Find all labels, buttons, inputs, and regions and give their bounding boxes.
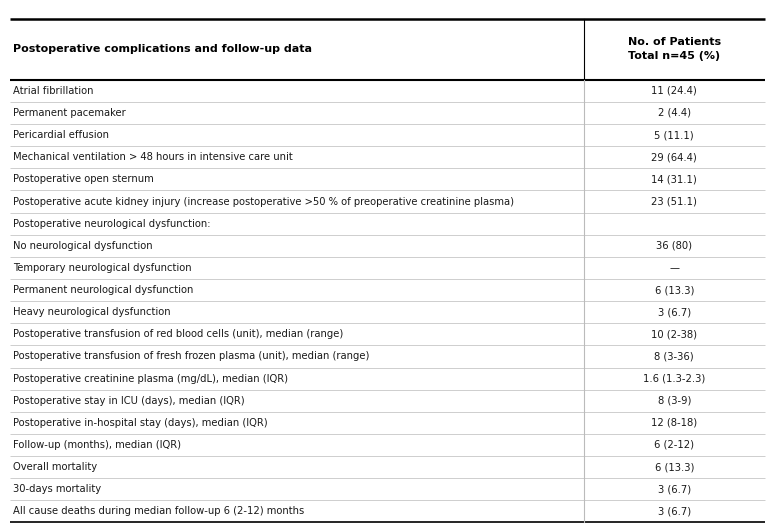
Text: Postoperative creatinine plasma (mg/dL), median (IQR): Postoperative creatinine plasma (mg/dL),… <box>13 373 288 384</box>
Text: Postoperative transfusion of fresh frozen plasma (unit), median (range): Postoperative transfusion of fresh froze… <box>13 352 370 361</box>
Text: 10 (2-38): 10 (2-38) <box>651 329 698 339</box>
Text: Follow-up (months), median (IQR): Follow-up (months), median (IQR) <box>13 440 181 450</box>
Text: Permanent neurological dysfunction: Permanent neurological dysfunction <box>13 285 194 295</box>
Text: 1.6 (1.3-2.3): 1.6 (1.3-2.3) <box>643 373 705 384</box>
Text: Permanent pacemaker: Permanent pacemaker <box>13 108 126 118</box>
Text: Overall mortality: Overall mortality <box>13 462 98 472</box>
Text: Postoperative stay in ICU (days), median (IQR): Postoperative stay in ICU (days), median… <box>13 396 245 406</box>
Text: Postoperative in-hospital stay (days), median (IQR): Postoperative in-hospital stay (days), m… <box>13 418 268 428</box>
Text: 8 (3-36): 8 (3-36) <box>654 352 694 361</box>
Text: 3 (6.7): 3 (6.7) <box>658 484 691 494</box>
Text: 12 (8-18): 12 (8-18) <box>651 418 698 428</box>
Text: 5 (11.1): 5 (11.1) <box>654 130 694 140</box>
Text: 3 (6.7): 3 (6.7) <box>658 506 691 517</box>
Text: 30-days mortality: 30-days mortality <box>13 484 102 494</box>
Text: Mechanical ventilation > 48 hours in intensive care unit: Mechanical ventilation > 48 hours in int… <box>13 152 293 162</box>
Text: 3 (6.7): 3 (6.7) <box>658 307 691 317</box>
Text: 29 (64.4): 29 (64.4) <box>651 152 698 162</box>
Text: 8 (3-9): 8 (3-9) <box>657 396 691 406</box>
Text: —: — <box>670 263 679 273</box>
Text: No neurological dysfunction: No neurological dysfunction <box>13 241 153 251</box>
Text: Postoperative acute kidney injury (increase postoperative >50 % of preoperative : Postoperative acute kidney injury (incre… <box>13 196 514 206</box>
Text: 6 (13.3): 6 (13.3) <box>655 462 694 472</box>
Text: 36 (80): 36 (80) <box>656 241 692 251</box>
Text: Postoperative complications and follow-up data: Postoperative complications and follow-u… <box>13 44 312 54</box>
Text: No. of Patients
Total n=45 (%): No. of Patients Total n=45 (%) <box>628 37 721 61</box>
Text: Heavy neurological dysfunction: Heavy neurological dysfunction <box>13 307 171 317</box>
Text: Temporary neurological dysfunction: Temporary neurological dysfunction <box>13 263 191 273</box>
Text: 2 (4.4): 2 (4.4) <box>658 108 691 118</box>
Text: 14 (31.1): 14 (31.1) <box>651 174 698 185</box>
Text: All cause deaths during median follow-up 6 (2-12) months: All cause deaths during median follow-up… <box>13 506 305 517</box>
Text: Atrial fibrillation: Atrial fibrillation <box>13 86 94 96</box>
Text: Pericardial effusion: Pericardial effusion <box>13 130 109 140</box>
Text: 6 (2-12): 6 (2-12) <box>654 440 694 450</box>
Text: 11 (24.4): 11 (24.4) <box>651 86 698 96</box>
Text: 6 (13.3): 6 (13.3) <box>655 285 694 295</box>
Text: Postoperative neurological dysfunction:: Postoperative neurological dysfunction: <box>13 219 211 229</box>
Text: Postoperative transfusion of red blood cells (unit), median (range): Postoperative transfusion of red blood c… <box>13 329 343 339</box>
Text: 23 (51.1): 23 (51.1) <box>651 196 698 206</box>
Text: Postoperative open sternum: Postoperative open sternum <box>13 174 154 185</box>
